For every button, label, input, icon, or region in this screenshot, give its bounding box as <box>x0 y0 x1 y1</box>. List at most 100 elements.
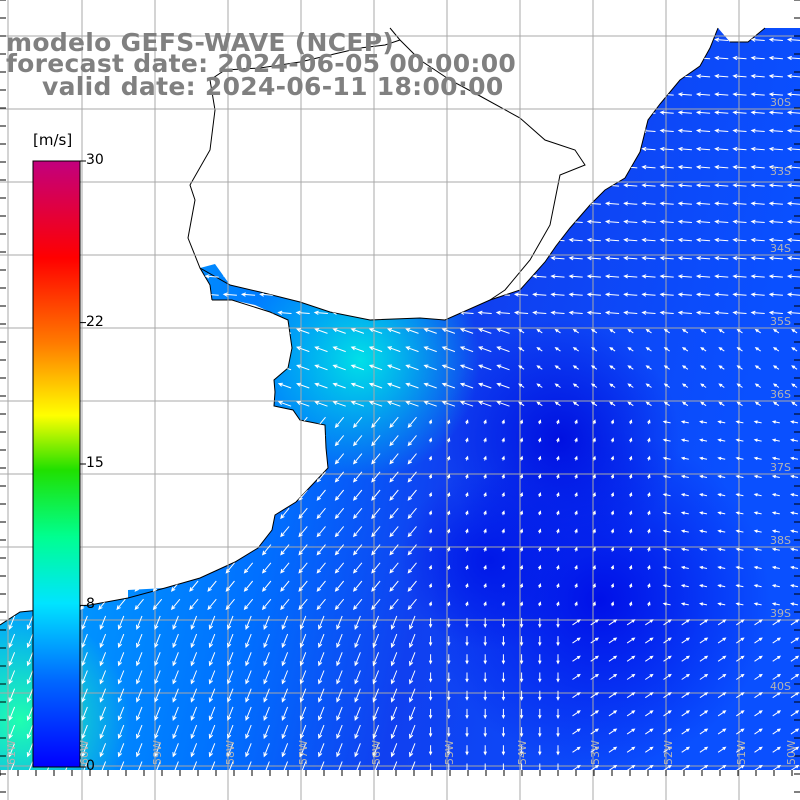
direction-arrow <box>459 165 474 170</box>
direction-arrow <box>204 274 219 279</box>
direction-arrow <box>4 128 19 133</box>
direction-arrow <box>189 562 199 574</box>
direction-arrow <box>714 128 729 133</box>
direction-arrow <box>281 633 289 649</box>
direction-arrow <box>677 55 692 61</box>
latitude-label: 35S <box>770 315 791 328</box>
direction-arrow <box>114 382 128 389</box>
direction-arrow <box>483 636 487 647</box>
direction-arrow <box>717 511 726 515</box>
direction-arrow <box>334 507 345 520</box>
direction-arrow <box>113 310 128 315</box>
direction-arrow <box>116 435 126 447</box>
direction-arrow <box>663 692 672 699</box>
direction-arrow <box>699 619 709 626</box>
direction-arrow <box>572 710 581 717</box>
direction-arrow <box>261 471 272 483</box>
direction-arrow <box>572 764 581 770</box>
direction-arrow <box>263 688 270 703</box>
direction-arrow <box>190 652 198 667</box>
direction-arrow <box>647 492 651 498</box>
direction-arrow <box>331 292 347 297</box>
direction-arrow <box>168 256 183 261</box>
direction-arrow <box>368 400 383 407</box>
direction-arrow <box>556 437 560 443</box>
direction-arrow <box>519 455 524 461</box>
direction-arrow <box>513 292 529 297</box>
direction-arrow <box>536 347 543 352</box>
direction-arrow <box>186 364 201 371</box>
direction-arrow <box>718 383 725 388</box>
direction-arrow <box>99 615 107 630</box>
direction-arrow <box>496 346 510 353</box>
direction-arrow <box>447 617 451 629</box>
direction-arrow <box>550 92 565 97</box>
direction-arrow <box>389 598 399 611</box>
direction-arrow <box>680 565 689 570</box>
direction-arrow <box>154 706 161 721</box>
direction-arrow <box>354 761 361 770</box>
longitude-label: 54W <box>516 740 529 765</box>
direction-arrow <box>352 580 363 592</box>
direction-arrow <box>495 201 510 206</box>
direction-arrow <box>659 292 674 297</box>
direction-arrow <box>134 435 144 447</box>
direction-arrow <box>136 652 143 667</box>
direction-arrow <box>550 274 565 279</box>
direction-arrow <box>513 237 529 243</box>
direction-arrow <box>245 670 252 685</box>
direction-arrow <box>590 764 600 770</box>
direction-arrow <box>241 346 255 353</box>
direction-arrow <box>590 365 598 370</box>
direction-arrow <box>149 219 165 224</box>
direction-arrow <box>717 637 727 644</box>
direction-arrow <box>117 724 125 740</box>
direction-arrow <box>501 654 506 665</box>
direction-arrow <box>554 401 561 407</box>
direction-arrow <box>568 237 583 243</box>
direction-arrow <box>154 724 161 740</box>
direction-arrow <box>422 110 438 115</box>
direction-arrow <box>113 274 128 279</box>
direction-arrow <box>659 237 674 243</box>
direction-arrow <box>331 237 347 243</box>
direction-arrow <box>350 128 365 133</box>
direction-arrow <box>407 507 417 520</box>
direction-arrow <box>608 673 618 680</box>
direction-arrow <box>134 453 144 465</box>
direction-arrow <box>350 165 365 170</box>
direction-arrow <box>154 688 161 703</box>
direction-arrow <box>223 382 237 389</box>
direction-arrow <box>423 400 437 407</box>
direction-arrow <box>95 400 110 407</box>
direction-arrow <box>768 219 783 224</box>
direction-arrow <box>732 165 747 170</box>
direction-arrow <box>447 636 451 647</box>
direction-arrow <box>768 146 783 152</box>
direction-arrow <box>736 655 745 662</box>
direction-arrow <box>4 219 19 224</box>
direction-arrow <box>610 601 615 607</box>
direction-arrow <box>422 292 438 297</box>
direction-arrow <box>550 74 565 79</box>
direction-arrow <box>735 493 744 497</box>
direction-arrow <box>22 92 37 97</box>
direction-arrow <box>350 310 365 315</box>
direction-arrow <box>717 493 726 497</box>
direction-arrow <box>556 617 560 629</box>
direction-arrow <box>610 546 615 552</box>
direction-arrow <box>695 219 711 224</box>
direction-arrow <box>116 580 126 592</box>
direction-arrow <box>592 601 596 607</box>
direction-arrow <box>681 692 691 699</box>
direction-arrow <box>409 615 416 630</box>
direction-arrow <box>677 128 692 133</box>
direction-arrow <box>404 237 419 243</box>
direction-arrow <box>768 256 783 261</box>
direction-arrow <box>350 382 365 389</box>
direction-arrow <box>790 584 799 588</box>
direction-arrow <box>659 74 674 79</box>
direction-arrow <box>772 692 782 699</box>
direction-arrow <box>790 764 800 770</box>
direction-arrow <box>768 74 783 79</box>
